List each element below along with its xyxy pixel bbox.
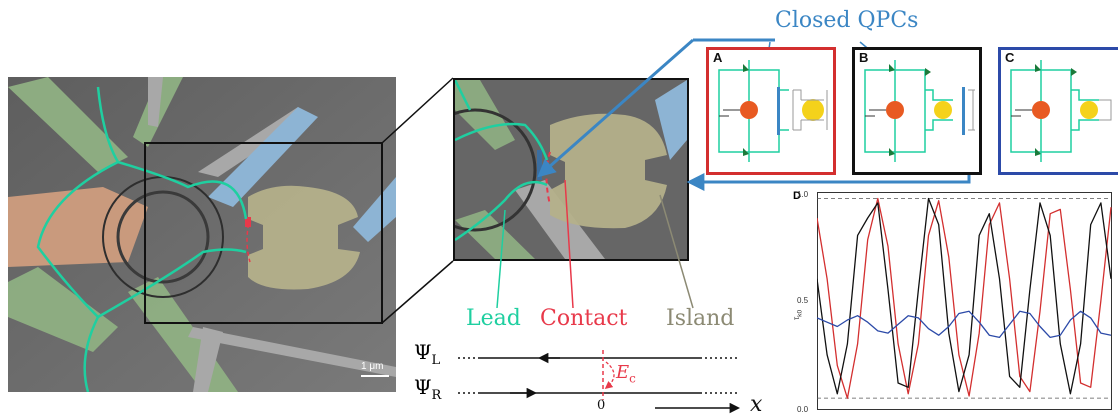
y-axis-label: τk0 <box>792 310 804 320</box>
ec-label: Ec <box>616 362 636 386</box>
ytick-top: 1.0 <box>797 190 809 199</box>
panel-a: A <box>706 47 836 175</box>
zero-label: 0 <box>597 398 606 413</box>
label-island: Island <box>666 306 735 331</box>
panel-c-circuit <box>1010 60 1112 162</box>
label-lead: Lead <box>466 306 521 331</box>
island-left <box>248 185 360 290</box>
panel-d-letter: D <box>793 190 801 202</box>
panel-b-letter: B <box>859 50 869 65</box>
ytick-bottom: 0.0 <box>797 405 809 414</box>
zoom-box <box>144 142 383 324</box>
panel-a-circuit <box>718 60 828 162</box>
scale-bar-label: 1 μm <box>361 361 384 372</box>
ohmic-contact-orange <box>8 187 148 267</box>
sem-image-zoom <box>453 78 689 261</box>
panel-a-letter: A <box>713 50 723 65</box>
psi-r-symbol: Ψ <box>414 375 432 399</box>
panel-d-chart <box>817 192 1112 410</box>
chart-series-2 <box>817 310 1112 339</box>
panel-c: C <box>998 47 1118 175</box>
x-label: x <box>750 392 763 417</box>
chart-series-1 <box>817 197 1112 395</box>
scale-bar <box>361 375 389 377</box>
ring-outer <box>116 190 210 284</box>
closed-qpcs-label: Closed QPCs <box>775 8 919 33</box>
sem-zoom-drawing <box>455 80 687 259</box>
psi-r-sub: R <box>431 388 442 403</box>
ec-symbol: E <box>616 362 630 383</box>
panel-b-circuit <box>864 60 975 162</box>
qpc-gate-zoom <box>537 150 542 180</box>
y-axis-sub: k0 <box>796 309 804 317</box>
psi-l-symbol: Ψ <box>414 340 432 364</box>
contact-left-dash <box>246 216 251 263</box>
ec-sub: c <box>629 371 636 386</box>
y-axis-symbol: τ <box>792 316 801 320</box>
sem-image-left: 1 μm <box>8 77 396 392</box>
lead-paths-left <box>36 86 248 392</box>
psi-l-sub: L <box>431 353 441 368</box>
sem-left-drawing <box>8 77 396 392</box>
label-contact: Contact <box>540 306 628 331</box>
psi-r-label: ΨR <box>414 375 441 403</box>
psi-l-label: ΨL <box>414 340 440 368</box>
panel-c-letter: C <box>1005 50 1015 65</box>
panel-b: B <box>852 47 982 175</box>
ytick-mid: 0.5 <box>797 296 809 305</box>
contact-left-mark <box>245 217 251 227</box>
gate-blue <box>208 107 396 242</box>
